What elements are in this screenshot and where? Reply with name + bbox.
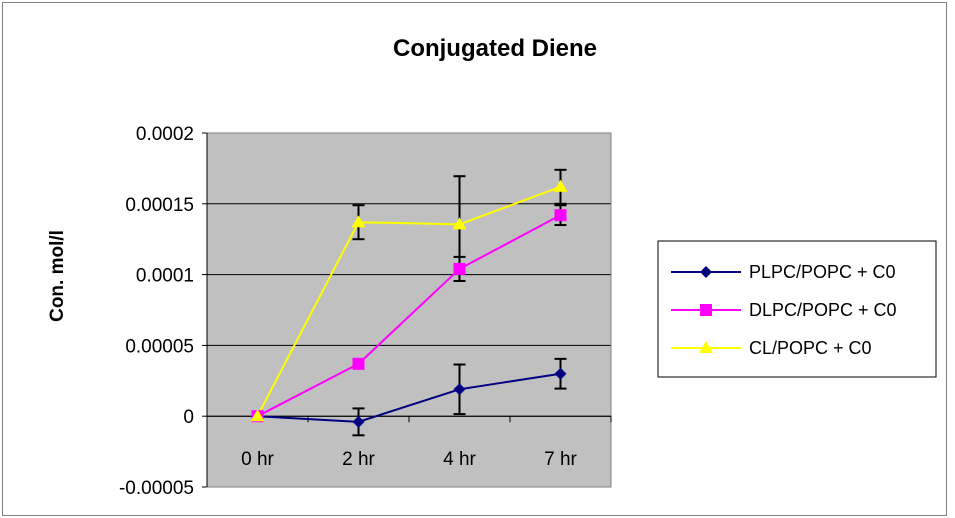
y-tick-label: 0.0001 bbox=[136, 266, 194, 287]
y-tick-label: 0 bbox=[183, 407, 194, 428]
series-line bbox=[257, 372, 561, 423]
data-point bbox=[452, 217, 467, 230]
y-tick-label: -0.00005 bbox=[119, 478, 194, 499]
series-markers-2 bbox=[250, 179, 568, 422]
data-point bbox=[352, 357, 365, 370]
data-point bbox=[553, 179, 568, 192]
y-tick-label: 0.00015 bbox=[125, 195, 194, 216]
y-tick-labels: -0.00005 0 0.00005 0.0001 0.00015 0.0002 bbox=[119, 124, 194, 499]
legend-entries: PLPC/POPC + C0 DLPC/POPC + C0 CL/POPC + C0 bbox=[671, 262, 897, 358]
data-point bbox=[453, 262, 466, 275]
plot-area bbox=[207, 133, 611, 487]
x-tick-label: 7 hr bbox=[544, 449, 577, 470]
series-layer bbox=[250, 168, 568, 437]
legend-entry: DLPC/POPC + C0 bbox=[671, 300, 897, 320]
x-tick-label: 0 hr bbox=[241, 449, 274, 470]
series-line bbox=[256, 185, 561, 417]
data-point bbox=[352, 415, 365, 428]
legend: PLPC/POPC + C0 DLPC/POPC + C0 CL/POPC + C0 bbox=[657, 240, 937, 378]
data-point bbox=[453, 383, 466, 396]
data-point bbox=[554, 209, 567, 222]
legend-label: DLPC/POPC + C0 bbox=[749, 300, 897, 320]
x-tick-labels: 0 hr 2 hr 4 hr 7 hr bbox=[241, 449, 577, 470]
y-axis-label: Con. mol/l bbox=[47, 230, 68, 322]
data-point bbox=[554, 367, 567, 380]
data-point bbox=[250, 409, 265, 422]
x-tick-label: 2 hr bbox=[342, 449, 375, 470]
y-tick-label: 0.00005 bbox=[125, 336, 194, 357]
data-point bbox=[351, 215, 366, 228]
legend-marker bbox=[699, 341, 713, 353]
legend-marker bbox=[700, 266, 712, 278]
x-tick-label: 4 hr bbox=[443, 449, 476, 470]
y-tick-label: 0.0002 bbox=[136, 124, 194, 145]
legend-label: PLPC/POPC + C0 bbox=[749, 262, 896, 282]
legend-label: CL/POPC + C0 bbox=[749, 338, 872, 358]
series-line bbox=[257, 214, 561, 418]
chart-svg: Conjugated Diene Con. mol/l -0.00005 0 0.0… bbox=[47, 35, 937, 499]
chart-title: Conjugated Diene bbox=[393, 35, 597, 62]
legend-entry: CL/POPC + C0 bbox=[671, 338, 872, 358]
legend-marker bbox=[700, 304, 712, 316]
legend-entry: PLPC/POPC + C0 bbox=[671, 262, 896, 282]
